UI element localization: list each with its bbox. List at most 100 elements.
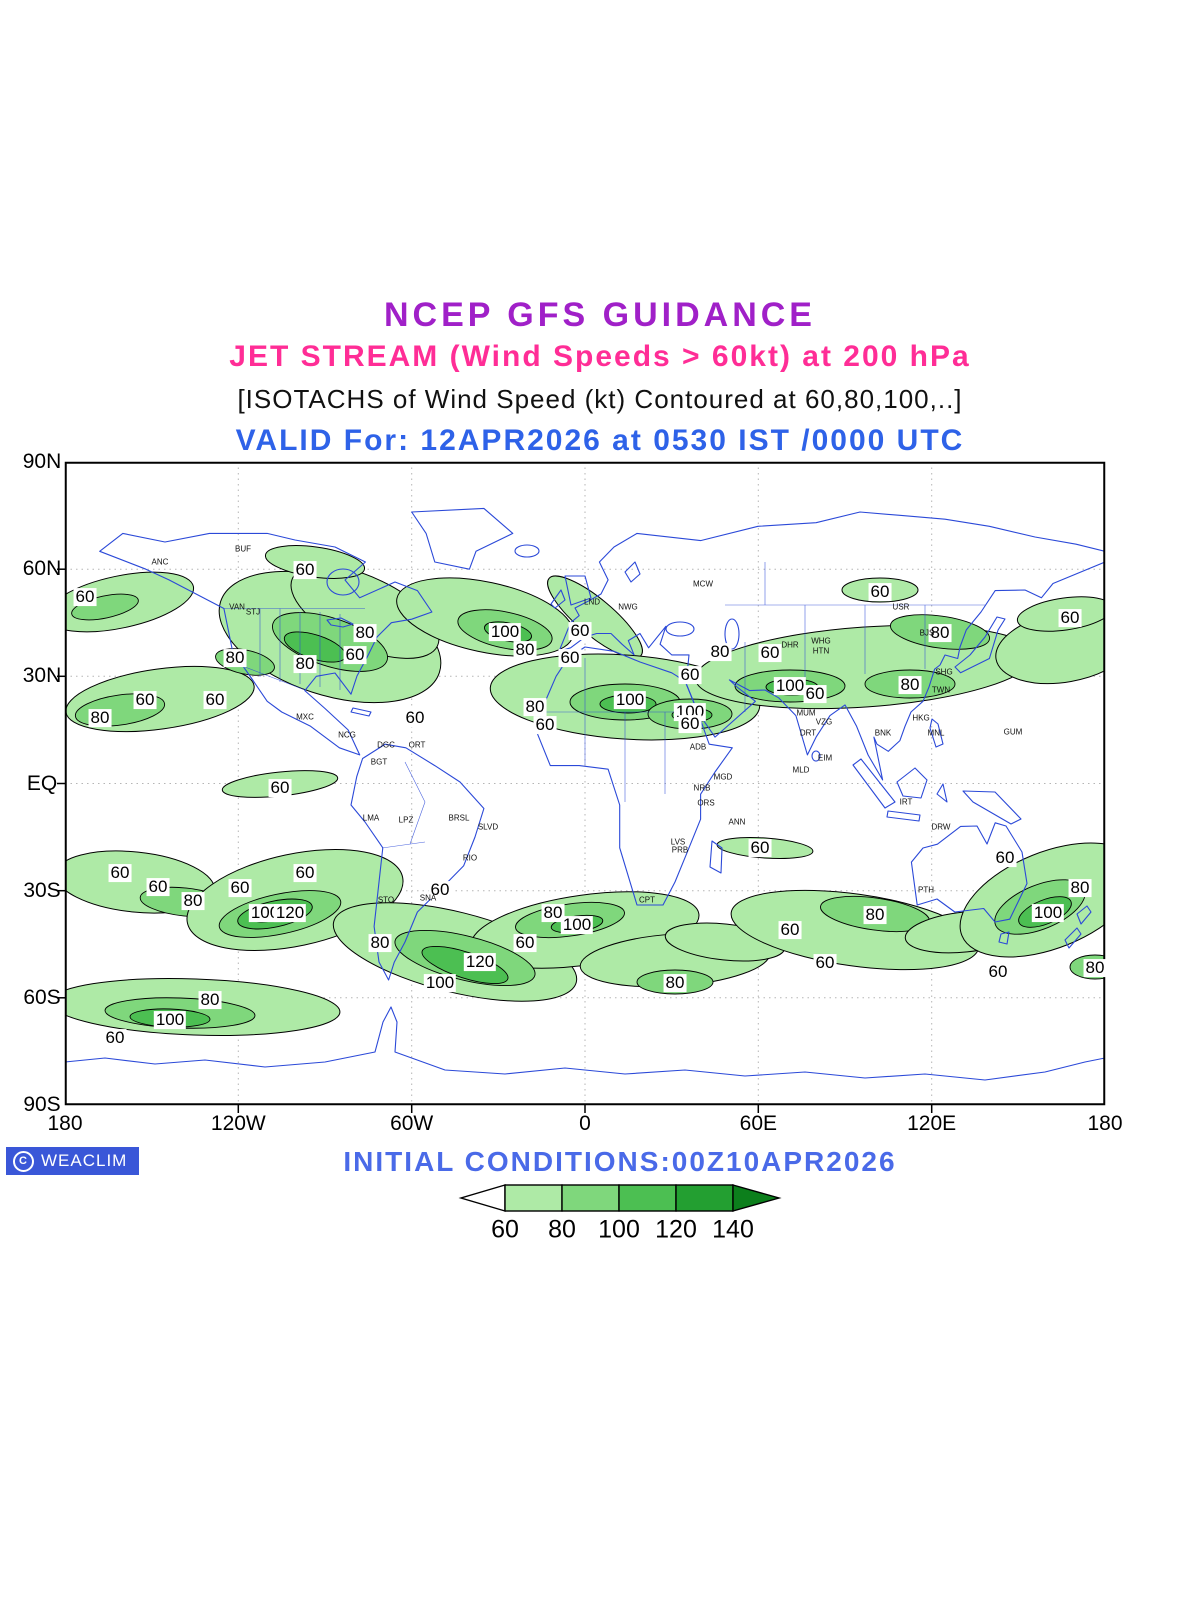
station-van: VAN [229,602,245,612]
station-ann: ANN [728,817,746,827]
station-brsl: BRSL [448,813,470,823]
legend-value-80: 80 [548,1215,576,1244]
page-subtitle: JET STREAM (Wind Speeds > 60kt) at 200 h… [229,340,971,373]
contour-label-80: 80 [863,905,887,925]
contour-label-100: 100 [773,676,807,696]
contour-label-60: 60 [678,714,702,734]
contour-label-80: 80 [1068,878,1092,898]
lat-tick-30N: 30N [22,664,62,688]
station-bnk: BNK [874,728,892,738]
contour-label-80: 80 [928,623,952,643]
station-gum: GUM [1003,727,1023,737]
station-lnd: LND [583,597,601,607]
political-boundaries [223,562,985,849]
lon-tick-5-120E: 120E [907,1112,957,1135]
station-irt: IRT [899,797,913,807]
contour-label-60: 60 [813,953,837,973]
legend-seg-120 [675,1184,734,1212]
contour-label-60: 60 [108,863,132,883]
contour-label-80: 80 [223,648,247,668]
legend-arrow-right [732,1184,782,1212]
contour-label-120: 120 [273,903,307,923]
weaclim-logo[interactable]: C WEACLIM [6,1147,140,1175]
station-sto: STO [377,895,395,905]
contour-label-80: 80 [353,623,377,643]
legend-value-60: 60 [491,1215,519,1244]
contour-label-100: 100 [1031,903,1065,923]
lon-tick-0-180: 180 [47,1112,83,1135]
contour-label-60: 60 [513,933,537,953]
contour-label-60: 60 [868,582,892,602]
contour-label-80: 80 [523,697,547,717]
lon-tick-4-60E: 60E [739,1112,778,1135]
station-whg: WHG [811,636,831,646]
contour-label-60: 60 [103,1028,127,1048]
lat-tick-90N: 90N [22,450,62,473]
station-htn: HTN [812,646,830,656]
valid-time-line: VALID For: 12APR2026 at 0530 IST /0000 U… [235,424,965,457]
page-title: NCEP GFS GUIDANCE [384,296,816,334]
contour-label-60: 60 [748,838,772,858]
station-shg: SHG [935,667,953,677]
contour-label-80: 80 [368,933,392,953]
contour-label-60: 60 [533,715,557,735]
station-dhr: DHR [781,640,799,650]
contour-label-60: 60 [986,962,1010,982]
station-twn: TWN [931,685,951,695]
station-cpt: CPT [639,895,655,905]
contour-label-100: 100 [613,690,647,710]
station-mgd: MGD [713,772,733,782]
contour-label-60: 60 [428,880,452,900]
station-prb: PRB [671,845,689,855]
station-usr: USR [892,602,910,612]
legend-seg-100 [618,1184,677,1212]
contour-label-80: 80 [663,973,687,993]
station-mxc: MXC [296,712,314,722]
lat-tick-EQ: EQ [26,771,58,795]
contour-label-80: 80 [541,903,565,923]
contour-label-120: 120 [463,952,497,972]
station-vzg: VZG [815,717,833,727]
contour-label-100: 100 [153,1010,187,1030]
contour-label-80: 80 [708,642,732,662]
contour-label-60: 60 [293,863,317,883]
contour-label-60: 60 [758,643,782,663]
contour-label-60: 60 [568,621,592,641]
contour-label-80: 80 [293,654,317,674]
station-sna: SNA [419,893,437,903]
station-mum: MUM [796,708,816,718]
station-nwg: NWG [618,602,638,612]
contour-label-100: 100 [560,915,594,935]
legend-value-100: 100 [598,1215,640,1244]
contour-label-100: 100 [423,973,457,993]
station-mld: MLD [792,765,810,775]
contour-label-60: 60 [678,665,702,685]
lat-tick-30S: 30S [23,878,61,902]
contour-label-60: 60 [203,690,227,710]
station-lpz: LPZ [398,815,414,825]
legend-value-140: 140 [712,1215,754,1244]
station-adb: ADB [689,742,707,752]
station-ncg: NCG [338,730,356,740]
legend-arrow-left [458,1184,506,1212]
station-stj: STJ [245,607,261,617]
station-mcw: MCW [693,579,713,589]
coastlines [65,507,1105,1081]
contour-label-80: 80 [513,640,537,660]
station-slvd: SLVD [477,822,499,832]
station-lvs: LVS [670,837,686,847]
weaclim-label: WEACLIM [41,1151,128,1170]
contour-label-60: 60 [993,848,1017,868]
lon-tick-6-180: 180 [1087,1112,1123,1135]
station-ort: ORT [408,740,426,750]
lat-tick-60N: 60N [22,557,62,581]
legend-seg-60 [504,1184,563,1212]
legend-seg-80 [561,1184,620,1212]
contour-label-60: 60 [73,587,97,607]
contour-label-60: 60 [228,878,252,898]
station-rio: RIO [462,853,478,863]
contour-label-60: 60 [778,920,802,940]
contour-label-80: 80 [1083,958,1107,978]
station-mnl: MNL [927,728,945,738]
